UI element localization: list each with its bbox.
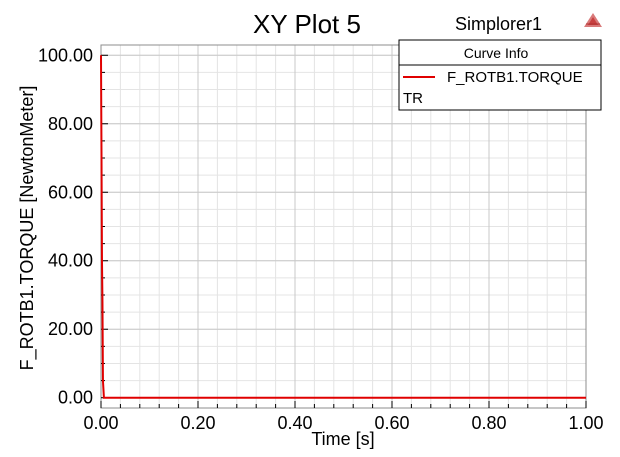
- x-tick-label: 1.00: [568, 413, 603, 433]
- x-tick-label: 0.00: [83, 413, 118, 433]
- x-tick-label: 0.40: [277, 413, 312, 433]
- x-axis-label: Time [s]: [311, 429, 374, 449]
- simplorer-triangle-logo-icon: [584, 13, 602, 27]
- y-tick-label: 40.00: [48, 251, 93, 271]
- y-tick-label: 60.00: [48, 182, 93, 202]
- x-tick-label: 0.80: [471, 413, 506, 433]
- app-name: Simplorer1: [455, 14, 542, 34]
- x-tick-label: 0.20: [180, 413, 215, 433]
- y-tick-label: 0.00: [58, 388, 93, 408]
- series-layer: [100, 55, 586, 399]
- x-tick-label: 0.60: [374, 413, 409, 433]
- x-ticks: 0.00 0.20 0.40 0.60 0.80 1.00: [83, 401, 604, 433]
- chart-title: XY Plot 5: [253, 9, 361, 39]
- y-tick-label: 20.00: [48, 319, 93, 339]
- legend-title: Curve Info: [464, 45, 529, 61]
- y-ticks: 0.00 20.00 40.00 60.00 80.00 100.00: [38, 45, 108, 408]
- y-axis-label: F_ROTB1.TORQUE [NewtonMeter]: [17, 86, 38, 371]
- series-line-f-rotb1-torque: [100, 55, 586, 399]
- legend-entry-label: F_ROTB1.TORQUE: [447, 69, 583, 86]
- y-tick-label: 100.00: [38, 45, 93, 65]
- y-tick-label: 80.00: [48, 114, 93, 134]
- legend-box: Curve Info F_ROTB1.TORQUE TR: [398, 39, 602, 111]
- legend-entry-sublabel: TR: [403, 90, 423, 107]
